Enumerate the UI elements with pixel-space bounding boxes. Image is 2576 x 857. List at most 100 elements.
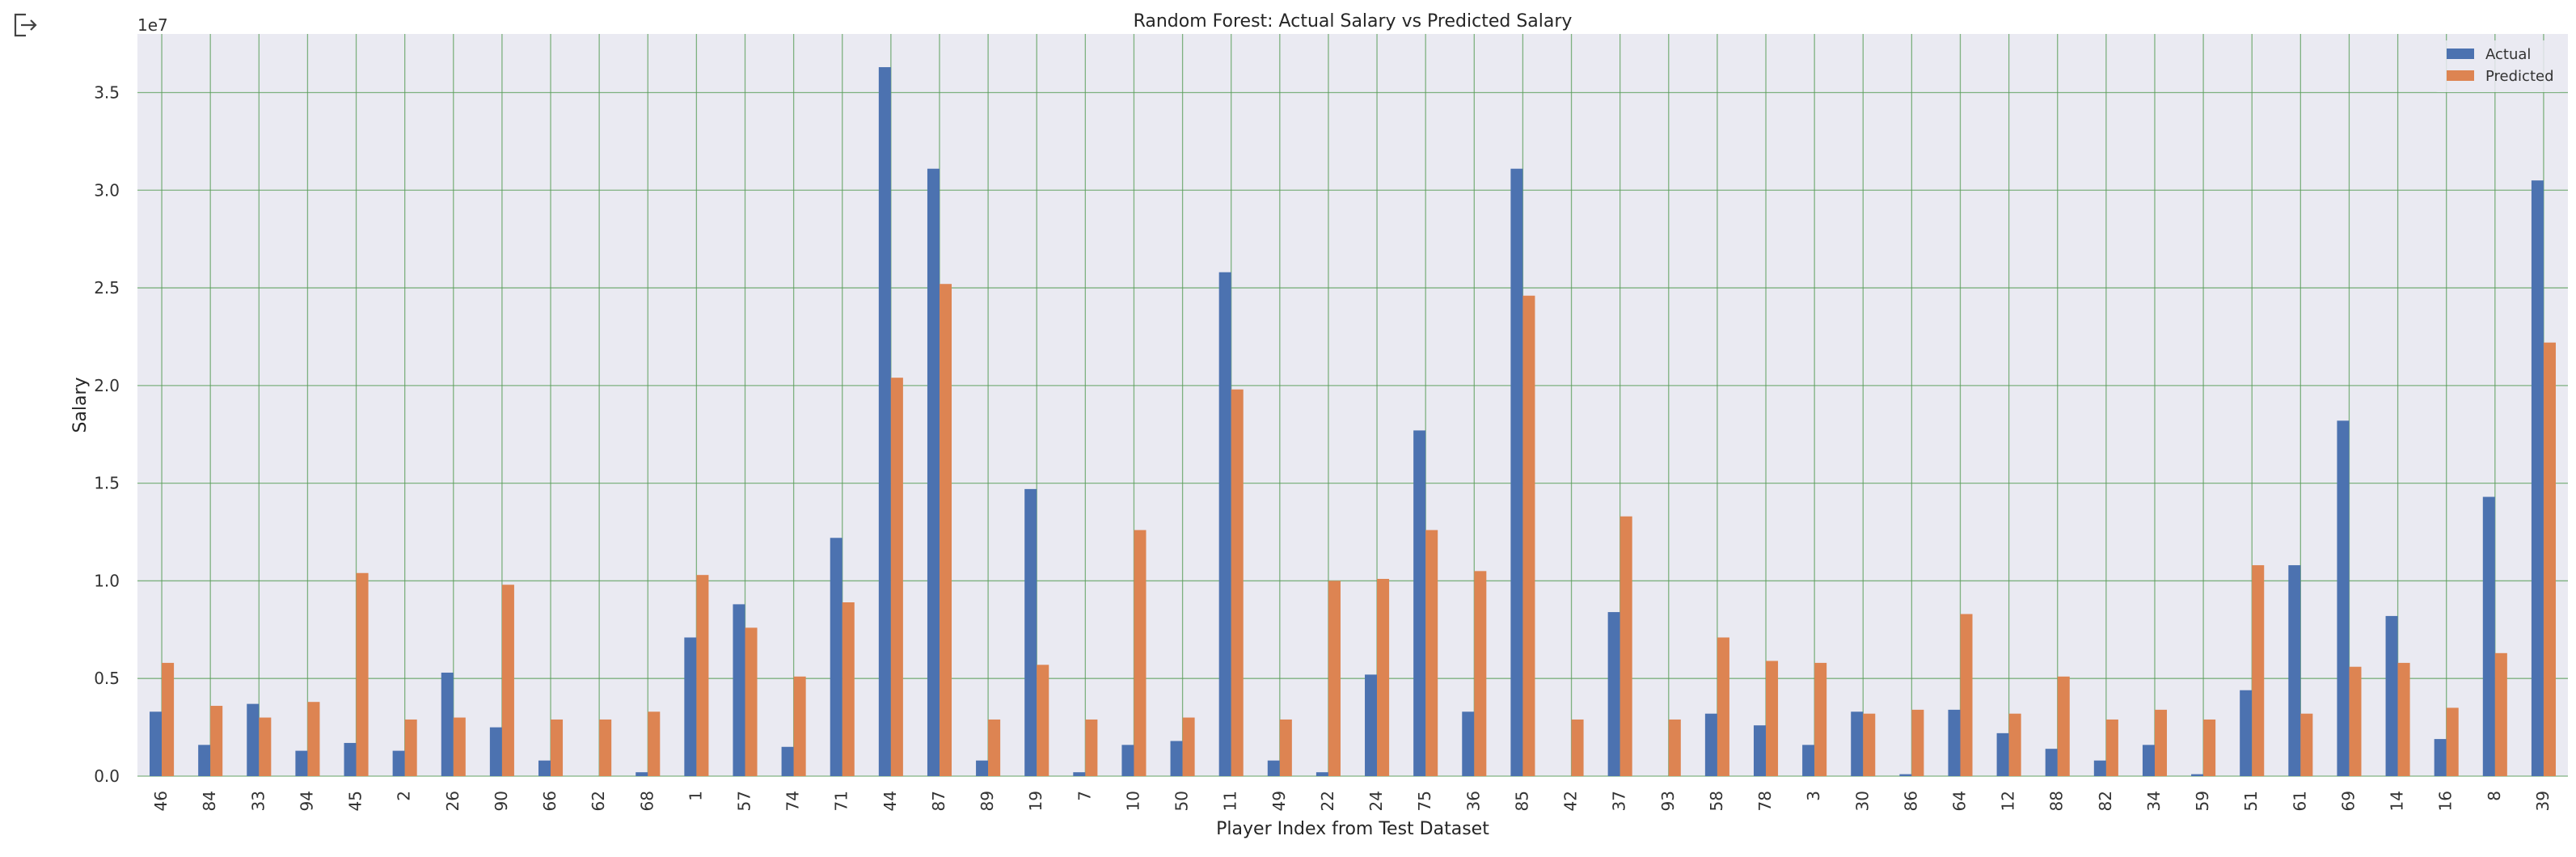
bar-predicted-3 xyxy=(1814,662,1827,776)
y-tick-label: 1.5 xyxy=(94,474,120,493)
x-tick-label: 94 xyxy=(297,791,316,811)
bar-predicted-51 xyxy=(2252,565,2265,776)
bar-predicted-37 xyxy=(1620,516,1632,776)
bar-actual-88 xyxy=(2045,749,2058,776)
bar-predicted-1 xyxy=(696,575,709,776)
bar-predicted-85 xyxy=(1522,295,1535,776)
x-tick-label: 2 xyxy=(395,791,414,801)
y-tick-label: 1.0 xyxy=(94,571,120,590)
x-tick-label: 84 xyxy=(200,791,219,811)
x-tick-label: 75 xyxy=(1415,791,1434,811)
x-tick-label: 42 xyxy=(1561,791,1581,811)
x-tick-label: 78 xyxy=(1755,791,1775,811)
x-tick-label: 93 xyxy=(1658,791,1678,811)
bar-predicted-14 xyxy=(2397,662,2410,776)
bar-actual-61 xyxy=(2288,565,2301,776)
bar-predicted-42 xyxy=(1571,719,1584,776)
x-tick-label: 3 xyxy=(1804,791,1823,801)
x-tick-label: 88 xyxy=(2047,791,2067,811)
bar-actual-37 xyxy=(1607,612,1620,776)
bar-actual-44 xyxy=(878,67,891,776)
bar-predicted-30 xyxy=(1863,713,1876,776)
bar-actual-64 xyxy=(1948,709,1961,776)
bar-predicted-49 xyxy=(1279,719,1292,776)
bar-actual-50 xyxy=(1170,741,1183,776)
bar-actual-34 xyxy=(2142,745,2155,776)
bar-predicted-59 xyxy=(2203,719,2216,776)
output-arrow-icon[interactable] xyxy=(11,11,39,39)
bar-actual-87 xyxy=(927,168,940,777)
bar-actual-85 xyxy=(1510,168,1523,777)
bar-actual-39 xyxy=(2531,180,2544,776)
x-tick-label: 50 xyxy=(1172,791,1192,811)
x-tick-label: 86 xyxy=(1901,791,1920,811)
bars xyxy=(150,67,2556,777)
bar-actual-2 xyxy=(392,750,405,776)
x-tick-label: 71 xyxy=(832,791,851,811)
y-axis-offset-label: 1e7 xyxy=(137,15,168,35)
x-tick-label: 16 xyxy=(2436,791,2456,811)
bar-actual-58 xyxy=(1704,713,1717,776)
bar-predicted-34 xyxy=(2154,709,2168,776)
bar-predicted-19 xyxy=(1037,665,1049,776)
bar-actual-59 xyxy=(2191,774,2204,776)
x-tick-label: 36 xyxy=(1463,791,1483,811)
bar-actual-84 xyxy=(198,745,211,776)
bar-actual-26 xyxy=(441,672,454,776)
bar-actual-24 xyxy=(1365,674,1378,776)
y-tick-label: 3.5 xyxy=(94,82,120,102)
bar-predicted-10 xyxy=(1134,530,1147,776)
x-tick-label: 69 xyxy=(2338,791,2358,811)
bar-predicted-39 xyxy=(2543,342,2556,777)
x-tick-label: 1 xyxy=(686,791,705,801)
legend: Actual Predicted xyxy=(2434,40,2563,92)
bar-actual-10 xyxy=(1121,745,1134,776)
bar-actual-75 xyxy=(1413,430,1426,776)
bar-actual-57 xyxy=(733,604,745,776)
bar-predicted-68 xyxy=(648,711,661,776)
bar-predicted-61 xyxy=(2300,713,2313,776)
bar-actual-46 xyxy=(150,711,163,776)
bar-actual-78 xyxy=(1753,725,1767,776)
bar-actual-7 xyxy=(1073,772,1086,776)
y-tick-label: 0.5 xyxy=(94,669,120,688)
bar-predicted-74 xyxy=(793,676,806,776)
bar-predicted-12 xyxy=(2008,713,2021,776)
bar-predicted-7 xyxy=(1085,719,1098,776)
bar-actual-22 xyxy=(1315,772,1328,776)
bar-actual-94 xyxy=(295,750,308,776)
bar-predicted-88 xyxy=(2057,676,2070,776)
x-tick-label: 12 xyxy=(1999,791,2018,811)
x-tick-label: 11 xyxy=(1221,791,1240,811)
x-tick-label: 46 xyxy=(151,791,171,811)
x-tick-label: 51 xyxy=(2241,791,2261,811)
bar-predicted-57 xyxy=(745,627,758,776)
x-tick-label: 87 xyxy=(929,791,948,811)
bar-predicted-11 xyxy=(1231,389,1244,776)
bar-actual-3 xyxy=(1802,745,1815,776)
x-tick-label: 30 xyxy=(1852,791,1872,811)
bar-actual-66 xyxy=(538,760,551,776)
bar-actual-12 xyxy=(1996,732,2009,776)
bar-predicted-64 xyxy=(1960,614,1973,776)
x-tick-label: 19 xyxy=(1026,791,1045,811)
x-tick-label: 62 xyxy=(589,791,608,811)
bar-predicted-24 xyxy=(1377,579,1390,776)
x-tick-label: 8 xyxy=(2485,791,2504,801)
legend-label-actual: Actual xyxy=(2485,46,2531,63)
bar-actual-16 xyxy=(2434,739,2447,776)
x-tick-label: 22 xyxy=(1318,791,1337,811)
bar-actual-74 xyxy=(781,746,794,776)
x-tick-label: 37 xyxy=(1610,791,1629,811)
bar-actual-86 xyxy=(1899,774,1912,776)
bar-predicted-93 xyxy=(1668,719,1681,776)
bar-actual-33 xyxy=(247,703,260,776)
bar-predicted-78 xyxy=(1766,661,1779,776)
bar-predicted-84 xyxy=(210,706,223,776)
y-axis-label: Salary xyxy=(70,377,91,433)
bar-actual-90 xyxy=(489,727,502,776)
y-axis: 0.0 0.5 1.0 1.5 2.0 2.5 3.0 3.5 xyxy=(94,82,120,786)
bar-predicted-66 xyxy=(551,719,564,776)
bar-predicted-44 xyxy=(890,378,903,776)
x-axis-label: Player Index from Test Dataset xyxy=(1216,819,1489,839)
